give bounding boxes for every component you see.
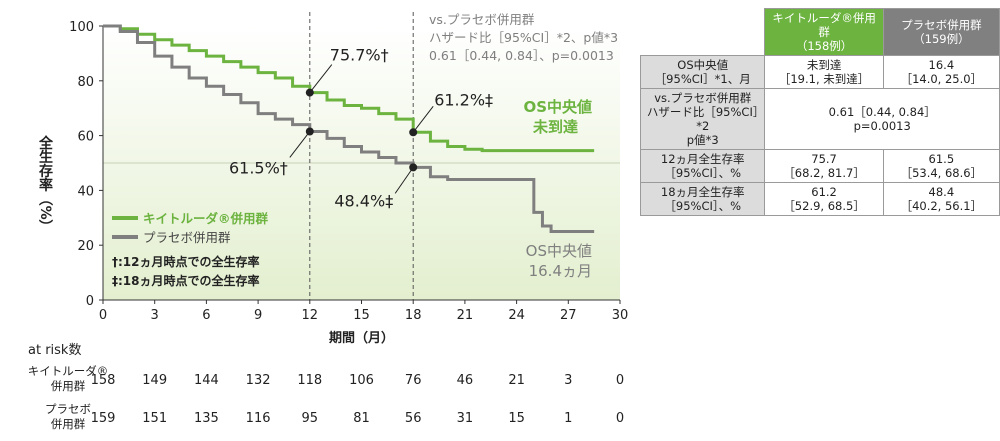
hr-annotation: vs.プラセボ併用群 (429, 12, 535, 27)
y-tick-label: 80 (77, 75, 94, 90)
point-label: 61.5%† (229, 158, 288, 177)
summary-table: キイトルーダ®併用群 （158例） プラセボ併用群 （159例） OS中央値 ［… (639, 8, 1000, 216)
at-risk-value: 135 (194, 411, 219, 426)
x-tick-label: 0 (99, 308, 107, 323)
table-row-label: 12ヵ月全生存率 ［95%CI］、% (639, 149, 766, 183)
table-cell: 48.4 ［40.2, 56.1］ (882, 182, 1000, 216)
footnote: †:12ヵ月時点での全生存率 (112, 254, 260, 269)
at-risk-value: 46 (457, 373, 474, 388)
x-tick-label: 30 (612, 308, 629, 323)
table-cell: 61.2 ［52.9, 68.5］ (764, 182, 884, 216)
hr-annotation: ハザード比［95%CI］*2、p値*3 (429, 30, 618, 45)
point-label: 75.7%† (330, 46, 389, 65)
table-header-keytruda: キイトルーダ®併用群 （158例） (764, 8, 884, 56)
os-median-keytruda: OS中央値 (523, 98, 592, 116)
y-tick-label: 60 (77, 130, 94, 145)
legend-label: キイトルーダ®併用群 (143, 211, 269, 226)
leader-line (394, 167, 414, 194)
at-risk-value: 95 (302, 411, 319, 426)
at-risk-row-label: プラセボ (45, 402, 91, 416)
at-risk-value: 118 (297, 373, 322, 388)
table-cell: 未到達 ［19.1, 未到達］ (764, 55, 884, 89)
x-tick-label: 21 (457, 308, 474, 323)
hr-annotation: 0.61［0.44, 0.84］、p=0.0013 (429, 48, 614, 63)
table-cell: 61.5 ［53.4, 68.6］ (882, 149, 1000, 183)
point-label: 61.2%‡ (434, 90, 493, 109)
os-median-placebo: 16.4ヵ月 (529, 262, 592, 280)
at-risk-value: 31 (457, 411, 474, 426)
y-tick-label: 100 (69, 20, 94, 35)
footnote: ‡:18ヵ月時点での全生存率 (112, 273, 260, 288)
table-row: 12ヵ月全生存率 ［95%CI］、% 75.7 ［68.2, 81.7］ 61.… (639, 149, 1000, 183)
x-tick-label: 3 (151, 308, 159, 323)
x-tick-label: 12 (302, 308, 319, 323)
at-risk-value: 3 (564, 373, 572, 388)
x-tick-label: 9 (254, 308, 262, 323)
table-header-row: キイトルーダ®併用群 （158例） プラセボ併用群 （159例） (641, 8, 1000, 56)
leader-line (412, 106, 434, 133)
os-median-keytruda: 未到達 (532, 118, 578, 136)
leader-line (289, 131, 311, 158)
at-risk-value: 116 (246, 411, 271, 426)
at-risk-value: 151 (142, 411, 167, 426)
table-row: 18ヵ月全生存率 ［95%CI］、% 61.2 ［52.9, 68.5］ 48.… (639, 182, 1000, 216)
table-corner (641, 9, 765, 56)
y-axis-title: 全生存率（%） (37, 135, 54, 234)
table-cell: 75.7 ［68.2, 81.7］ (764, 149, 884, 183)
table-row: vs.プラセボ併用群 ハザード比［95%CI］*2 p値*3 0.61［0.44… (639, 88, 1000, 150)
at-risk-row-label: 併用群 (51, 379, 86, 393)
x-tick-label: 24 (508, 308, 525, 323)
x-tick-label: 18 (405, 308, 422, 323)
at-risk-value: 132 (246, 373, 271, 388)
at-risk-value: 159 (91, 411, 116, 426)
y-tick-label: 20 (77, 239, 94, 254)
keytruda-curve (103, 24, 595, 153)
at-risk-value: 1 (564, 411, 572, 426)
table-header-placebo: プラセボ併用群 （159例） (882, 8, 1000, 56)
at-risk-value: 81 (353, 411, 370, 426)
at-risk-value: 158 (91, 373, 116, 388)
table-row-label: vs.プラセボ併用群 ハザード比［95%CI］*2 p値*3 (639, 88, 766, 150)
table-cell: 0.61［0.44, 0.84］ p=0.0013 (764, 88, 1000, 150)
os-median-placebo: OS中央値 (526, 242, 592, 260)
at-risk-value: 21 (508, 373, 525, 388)
legend-label: プラセボ併用群 (143, 230, 231, 245)
table-row: OS中央値 ［95%CI］*1、月 未到達 ［19.1, 未到達］ 16.4 ［… (639, 55, 1000, 89)
at-risk-value: 106 (349, 373, 374, 388)
y-tick-label: 40 (77, 184, 94, 199)
x-tick-label: 15 (353, 308, 370, 323)
table-cell: 16.4 ［14.0, 25.0］ (882, 55, 1000, 89)
x-tick-label: 6 (202, 308, 210, 323)
table-row-label: 18ヵ月全生存率 ［95%CI］、% (639, 182, 766, 216)
at-risk-value: 15 (508, 411, 525, 426)
placebo-curve (103, 24, 595, 233)
table-row-label: OS中央値 ［95%CI］*1、月 (639, 55, 766, 89)
at-risk-value: 76 (405, 373, 422, 388)
at-risk-value: 0 (616, 373, 624, 388)
at-risk-value: 0 (616, 411, 624, 426)
at-risk-row-label: 併用群 (51, 417, 86, 431)
at-risk-value: 144 (194, 373, 219, 388)
x-tick-label: 27 (560, 308, 577, 323)
x-axis-title: 期間（月） (329, 330, 394, 346)
y-tick-label: 0 (86, 294, 94, 309)
at-risk-row-label: キイトルーダ® (28, 364, 109, 378)
at-risk-title: at risk数 (28, 343, 81, 358)
point-label: 48.4%‡ (334, 191, 393, 210)
at-risk-value: 56 (405, 411, 422, 426)
leader-line (309, 64, 333, 93)
at-risk-value: 149 (142, 373, 167, 388)
